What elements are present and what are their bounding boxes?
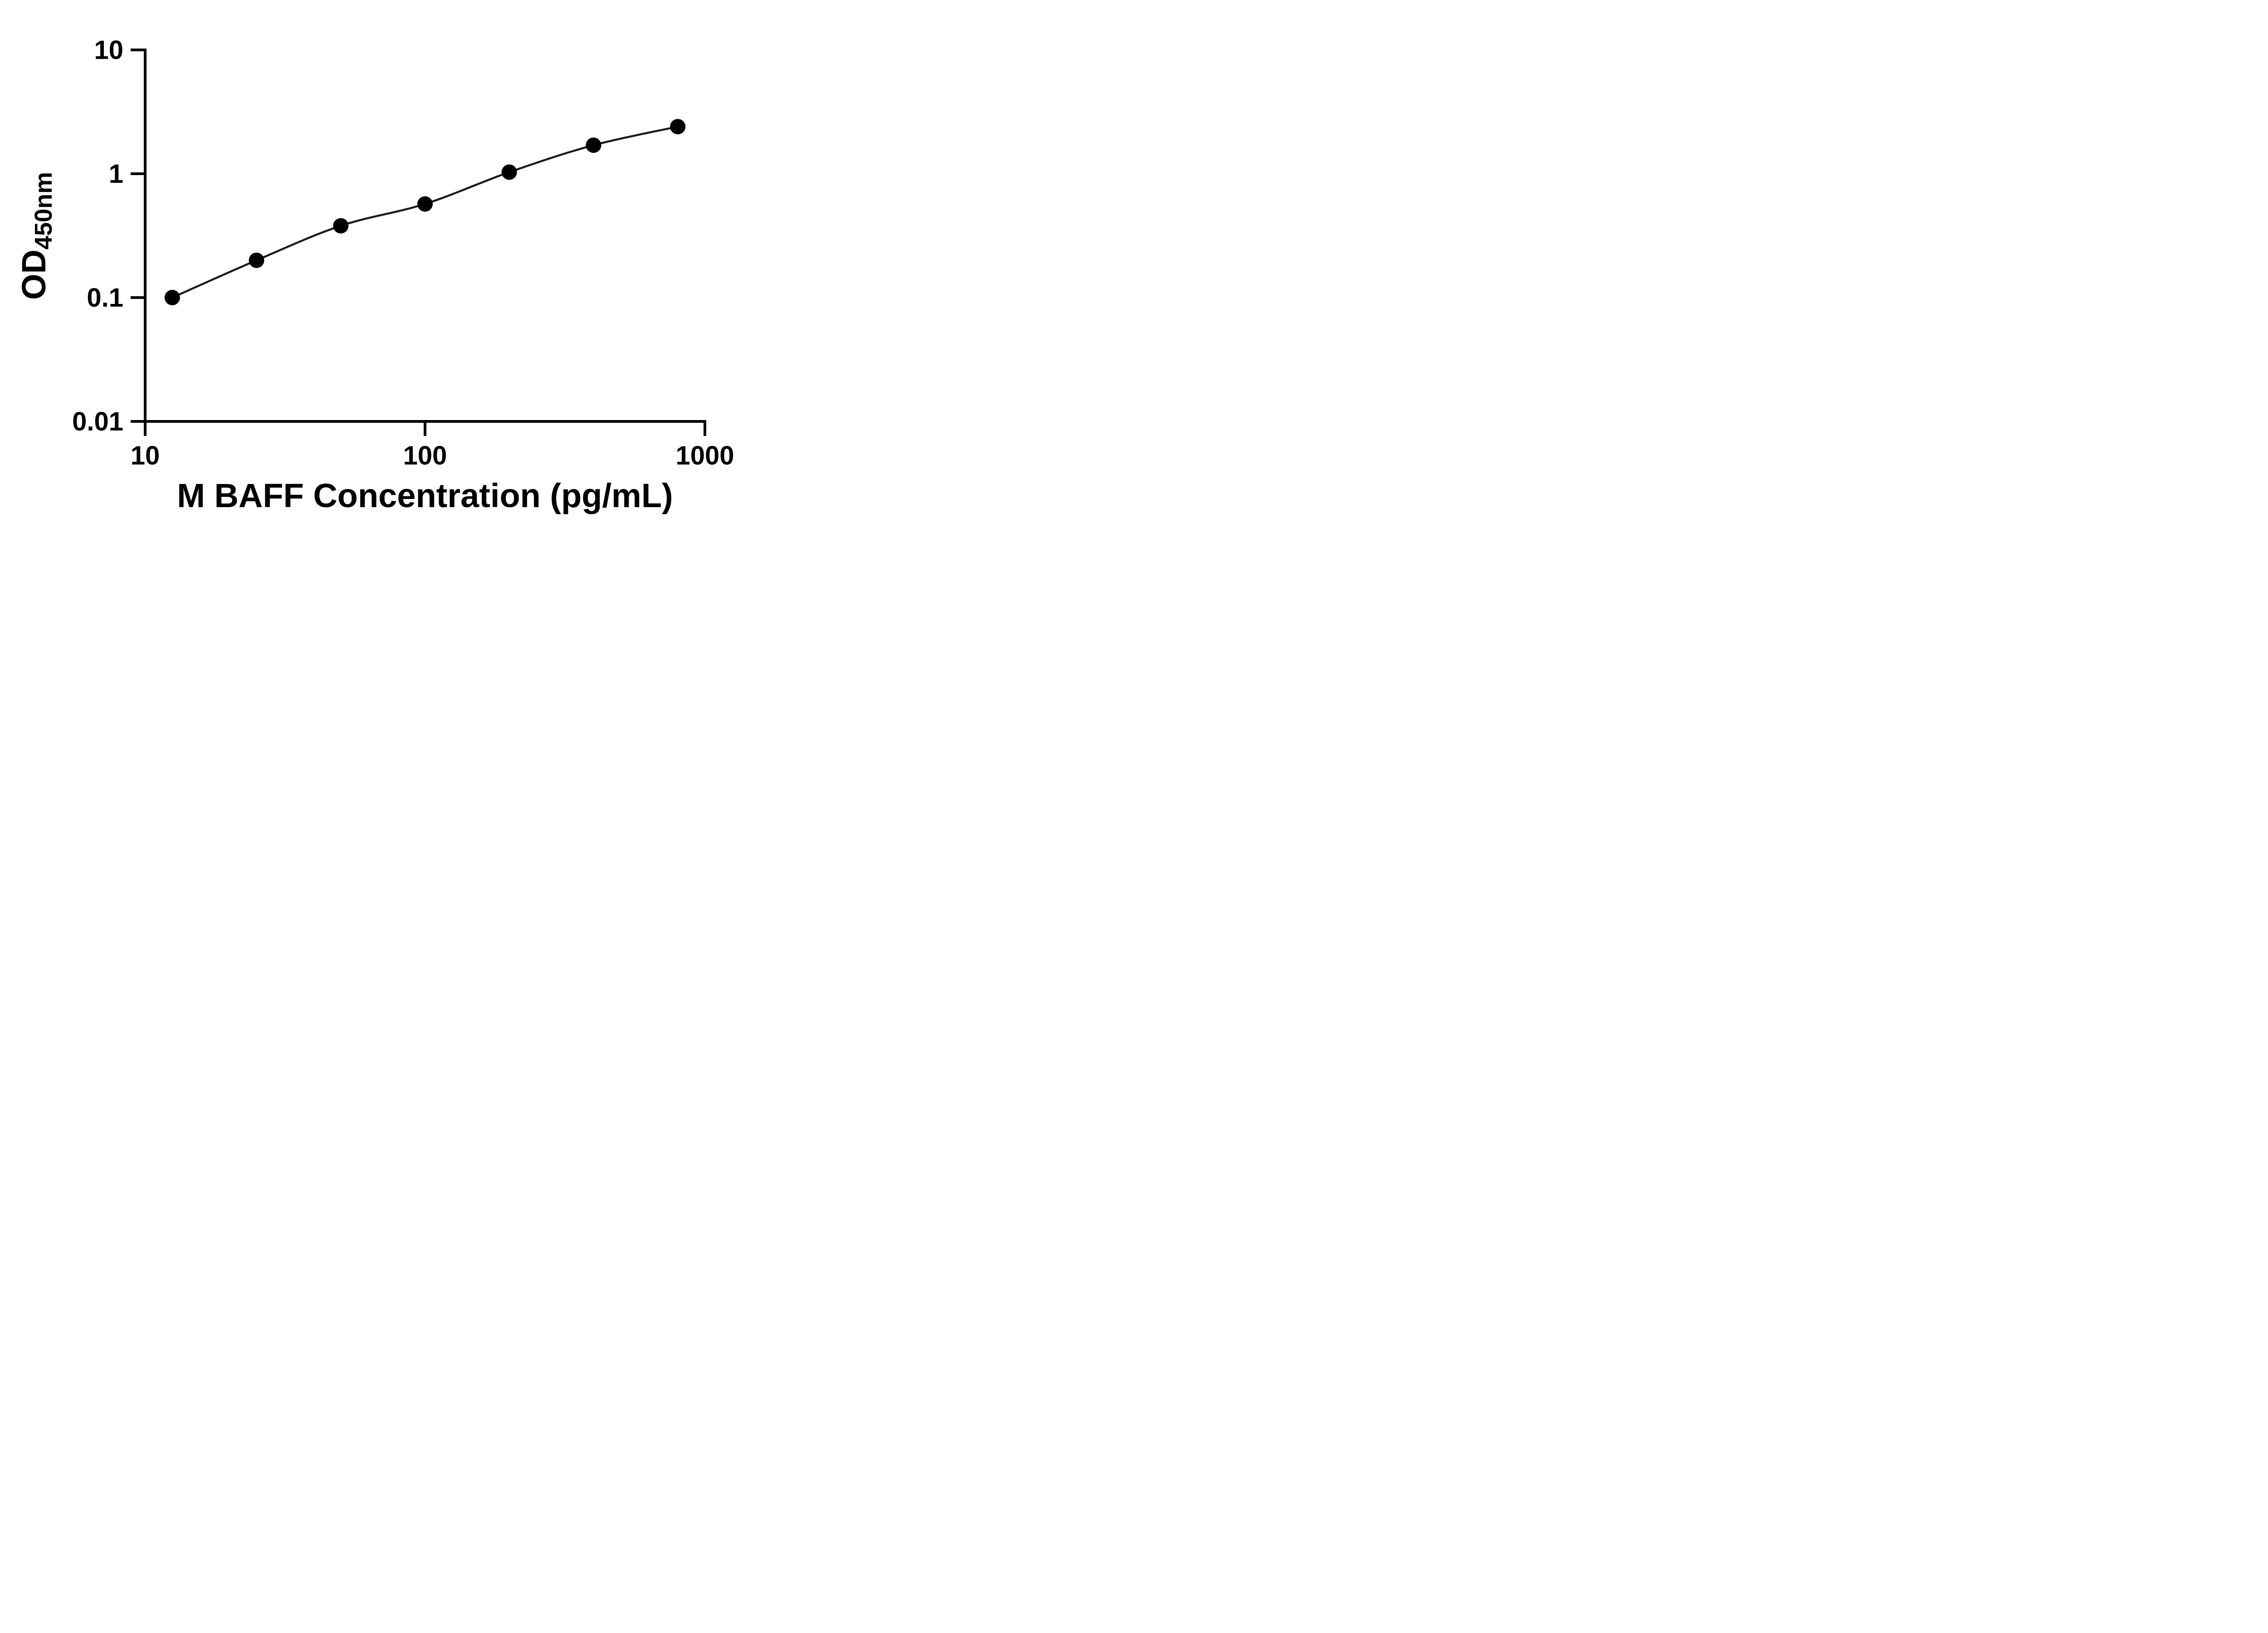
y-axis-title: OD450nm bbox=[15, 172, 57, 300]
y-tick-label: 0.01 bbox=[72, 407, 123, 436]
data-point-marker bbox=[586, 137, 601, 153]
y-tick-label: 0.1 bbox=[87, 283, 123, 313]
x-axis-title: M BAFF Concentration (pg/mL) bbox=[177, 477, 673, 514]
data-point-marker bbox=[333, 218, 349, 234]
x-tick-label: 100 bbox=[403, 441, 447, 470]
y-axis-title-subscript: 450nm bbox=[30, 172, 57, 249]
fit-curve-line bbox=[171, 126, 678, 299]
x-tick-label: 1000 bbox=[675, 441, 734, 470]
standard-curve-chart: 10 100 1000 0.01 0.1 1 10 M BAFF Concentration… bbox=[15, 35, 734, 514]
chart-page: 10 100 1000 0.01 0.1 1 10 M BAFF Concentration… bbox=[0, 0, 776, 544]
y-tick-label: 1 bbox=[109, 159, 123, 189]
data-point-marker bbox=[164, 290, 180, 305]
y-tick-label: 10 bbox=[94, 35, 123, 65]
data-point-marker bbox=[670, 119, 686, 135]
data-point-marker bbox=[417, 196, 433, 212]
axes: 10 100 1000 0.01 0.1 1 10 bbox=[72, 35, 734, 470]
y-axis-title-main: OD bbox=[15, 249, 53, 300]
data-point-marker bbox=[249, 252, 264, 268]
x-tick-label: 10 bbox=[131, 441, 160, 470]
data-series bbox=[164, 119, 686, 305]
data-point-marker bbox=[501, 164, 517, 180]
